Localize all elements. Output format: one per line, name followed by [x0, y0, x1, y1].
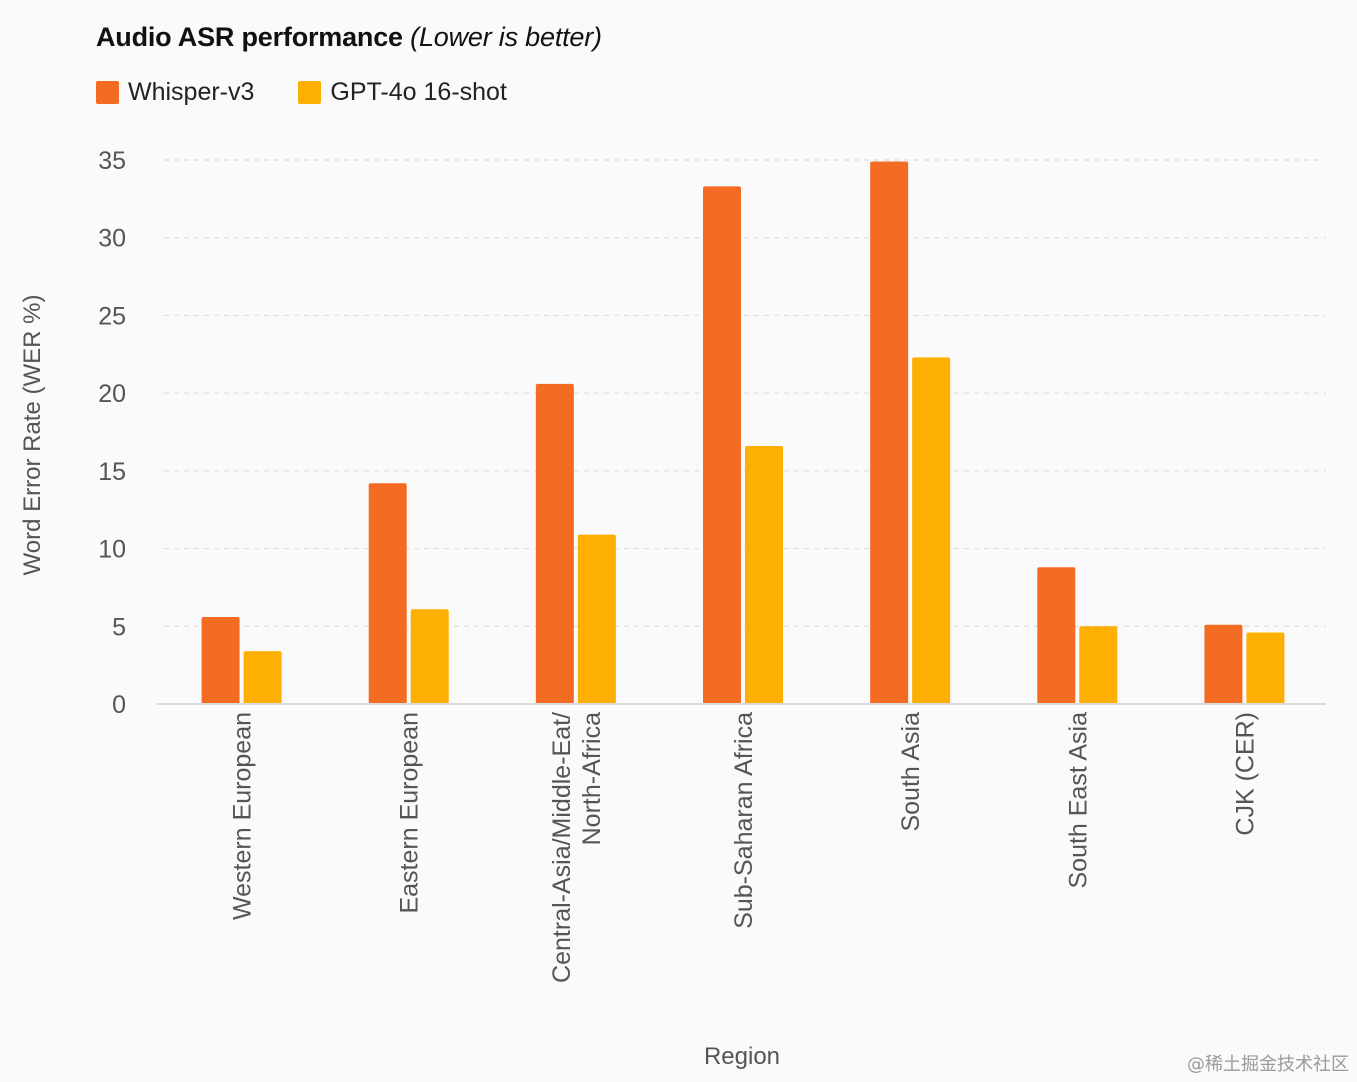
x-tick-label-cjk-cer: CJK (CER) — [1231, 712, 1259, 836]
y-tick-label-25: 25 — [98, 302, 126, 330]
x-tick-label-line: CJK (CER) — [1231, 712, 1259, 836]
y-axis-label: Word Error Rate (WER %) — [19, 295, 46, 576]
bar-gpt-4o-16-shot-western-european — [243, 651, 282, 704]
chart-title: Audio ASR performance (Lower is better) — [96, 22, 602, 53]
legend-label-gpt4o: GPT-4o 16-shot — [330, 78, 507, 106]
bar-whisper-v3-central-asia-middle-eat-north-africa — [535, 383, 574, 704]
x-tick-label-western-european: Western European — [229, 712, 257, 920]
x-axis-ticks: Western European Eastern European Central-… — [229, 712, 1260, 983]
x-tick-label-line: South East Asia — [1064, 712, 1092, 889]
y-tick-label-20: 20 — [98, 380, 126, 408]
chart-title-main: Audio ASR performance — [96, 22, 403, 52]
legend-item-gpt4o[interactable]: GPT-4o 16-shot — [298, 78, 507, 107]
legend-label-whisper: Whisper-v3 — [128, 78, 255, 106]
y-tick-label-5: 5 — [112, 613, 126, 641]
bar-gpt-4o-16-shot-central-asia-middle-eat-north-africa — [577, 534, 616, 704]
bar-whisper-v3-south-east-asia — [1037, 567, 1076, 704]
chart-title-subtitle: (Lower is better) — [410, 22, 602, 52]
x-tick-label-line: Eastern European — [396, 712, 424, 914]
x-axis-label: Region — [704, 1043, 780, 1070]
x-tick-label-line: Western European — [229, 712, 257, 920]
bar-gpt-4o-16-shot-cjk-cer — [1246, 632, 1285, 704]
legend: Whisper-v3 GPT-4o 16-shot — [96, 78, 551, 107]
x-tick-label-eastern-european: Eastern European — [396, 712, 424, 914]
y-tick-label-0: 0 — [112, 691, 126, 719]
bar-whisper-v3-south-asia — [870, 161, 909, 704]
bar-gpt-4o-16-shot-sub-saharan-africa — [745, 445, 783, 704]
y-tick-label-15: 15 — [98, 458, 126, 486]
legend-swatch-gpt4o — [298, 81, 322, 104]
bar-whisper-v3-cjk-cer — [1204, 624, 1243, 704]
x-tick-label-south-east-asia: South East Asia — [1064, 712, 1092, 889]
x-tick-label-line: Central-Asia/Middle-Eat/ — [548, 712, 576, 983]
x-tick-label-central-asia-middle-eat-north-africa: Central-Asia/Middle-Eat/North-Africa — [548, 712, 606, 983]
bar-whisper-v3-western-european — [201, 616, 240, 704]
y-tick-label-10: 10 — [98, 536, 126, 564]
bar-gpt-4o-16-shot-south-asia — [912, 357, 951, 704]
x-tick-label-line: South Asia — [897, 712, 925, 832]
x-tick-label-south-asia: South Asia — [897, 712, 925, 832]
x-tick-label-line: North-Africa — [578, 712, 606, 845]
legend-item-whisper[interactable]: Whisper-v3 — [96, 78, 254, 107]
bar-whisper-v3-sub-saharan-africa — [703, 186, 741, 704]
bar-gpt-4o-16-shot-south-east-asia — [1079, 626, 1118, 704]
y-axis-ticks: 0 5 10 15 20 25 30 35 — [98, 147, 126, 719]
bar-gpt-4o-16-shot-eastern-european — [410, 609, 449, 704]
bars — [201, 161, 1285, 704]
x-tick-label-line: Sub-Saharan Africa — [730, 712, 758, 929]
x-tick-label-sub-saharan-africa: Sub-Saharan Africa — [730, 712, 758, 929]
bar-whisper-v3-eastern-european — [368, 483, 407, 704]
y-tick-label-30: 30 — [98, 225, 126, 253]
legend-swatch-whisper — [96, 81, 119, 104]
y-tick-label-35: 35 — [98, 147, 126, 175]
watermark: @稀土掘金技术社区 — [1187, 1054, 1349, 1075]
